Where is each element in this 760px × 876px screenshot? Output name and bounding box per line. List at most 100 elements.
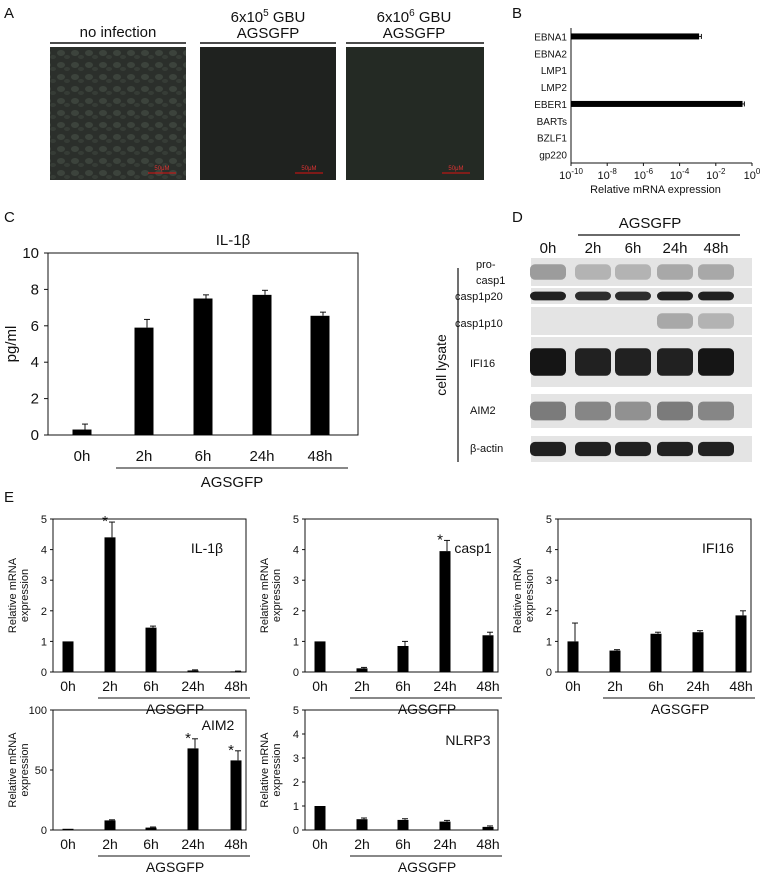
y-tick-label: 5	[293, 514, 299, 526]
category-label: EBNA2	[534, 49, 567, 60]
x-tick-label: 10-10	[559, 167, 583, 182]
y-tick-label: 2	[293, 606, 299, 618]
band-label: β-actin	[470, 443, 503, 455]
x-tick-label: 0h	[60, 678, 76, 694]
blot-band	[698, 264, 734, 280]
y-tick-label: 10	[22, 245, 39, 262]
y-tick-label: 100	[29, 705, 47, 717]
group-label: AGSGFP	[651, 701, 709, 717]
y-tick-label: 0	[293, 667, 299, 679]
bar-24h	[439, 821, 451, 830]
bar-48h	[310, 315, 330, 435]
x-tick-label: 24h	[249, 448, 274, 465]
blot-band	[615, 264, 651, 280]
y-tick-label: 50	[35, 765, 47, 777]
y-tick-label: 3	[293, 753, 299, 765]
bar-0h	[62, 828, 74, 830]
bar-6h	[650, 633, 662, 672]
blot-band	[615, 291, 651, 301]
scale-bar-label: 50μM	[154, 166, 169, 172]
band-label: pro-	[476, 259, 496, 271]
category-label: EBNA1	[534, 32, 567, 43]
y-tick-label: 4	[293, 729, 299, 741]
x-tick-label: 48h	[224, 678, 247, 694]
x-tick-label: 0h	[312, 836, 328, 852]
group-label: AGSGFP	[201, 474, 264, 491]
blot-band	[530, 401, 566, 421]
blot-band	[657, 348, 693, 376]
x-tick-label: 10-2	[706, 167, 726, 182]
bar-24h	[187, 748, 199, 830]
blot-band	[530, 348, 566, 376]
blot-band	[575, 348, 611, 376]
column-label-agsgfp: AGSGFP	[383, 25, 446, 42]
x-tick-label: 100	[744, 167, 760, 182]
band-label: AIM2	[470, 405, 496, 417]
x-tick-label: 48h	[476, 678, 499, 694]
group-label: AGSGFP	[398, 701, 456, 717]
x-tick-label: 0h	[74, 448, 91, 465]
blot-band	[657, 291, 693, 301]
blot-band	[575, 291, 611, 301]
significance-star: *	[185, 730, 191, 747]
group-label: AGSGFP	[146, 859, 204, 875]
x-tick-label: 2h	[102, 836, 118, 852]
micrograph-no-infection	[50, 47, 186, 180]
chart-casp1: casp1 0 1 2 3 4 5 Relative mRNA expression 0h 2h 6h…	[259, 514, 502, 717]
blot-header: AGSGFP	[619, 215, 682, 232]
panel-letter-c: C	[4, 209, 15, 226]
micrograph-6x10-5	[200, 47, 336, 180]
y-tick-label: 3	[293, 575, 299, 587]
y-axis-label: expression	[524, 569, 536, 622]
blot-band	[657, 441, 693, 457]
y-tick-label: 5	[41, 514, 47, 526]
y-tick-label: 0	[293, 825, 299, 837]
chart-title: IFI16	[702, 540, 734, 556]
x-tick-label: 6h	[143, 678, 159, 694]
x-tick-label: 2h	[136, 448, 153, 465]
panel-letter-b: B	[512, 5, 522, 22]
x-tick-label: 0h	[565, 678, 581, 694]
panel-c-chart: IL-1β 0 2 4 6 8 10 pg/ml 0h 2h 6h 24h 48h AGSGFP	[3, 232, 359, 491]
bar-24h	[439, 551, 451, 672]
y-tick-label: 2	[293, 777, 299, 789]
y-axis-label: Relative mRNA	[259, 557, 271, 633]
significance-star: *	[437, 531, 443, 548]
bar-2h	[356, 819, 368, 830]
bar-6h	[145, 627, 157, 672]
bar-6h	[397, 819, 409, 830]
band-label: casp1p20	[455, 291, 503, 303]
y-axis-label: expression	[271, 743, 283, 796]
blot-band	[698, 291, 734, 301]
column-label-6x10-6-gbu: 6x106 GBU	[377, 8, 452, 26]
x-tick-label: 24h	[686, 678, 709, 694]
blot-band	[657, 401, 693, 421]
x-tick-label: 6h	[195, 448, 212, 465]
y-tick-label: 0	[41, 825, 47, 837]
chart-il1: IL-1β 0 1 2 3 4 5 Relative mRNA expression 0h * 2h 6…	[7, 513, 250, 717]
x-tick-label: 10-4	[670, 167, 690, 182]
category-label: LMP2	[541, 83, 568, 94]
x-tick-label: 24h	[433, 678, 456, 694]
bar-6h	[397, 645, 409, 672]
y-tick-label: 6	[31, 318, 39, 335]
y-tick-label: 2	[546, 606, 552, 618]
x-tick-label: 2h	[607, 678, 623, 694]
blot-band	[530, 264, 566, 280]
chart-title: AIM2	[202, 717, 235, 733]
y-tick-label: 4	[293, 545, 299, 557]
panel-b-chart: EBNA1 EBNA2 LMP1 LMP2 EBER1 BARTs BZLF1 gp220 10…	[534, 28, 760, 196]
x-tick-label: 2h	[354, 836, 370, 852]
category-label: gp220	[539, 151, 567, 162]
lane-label-2h: 2h	[585, 240, 602, 257]
bar-24h	[692, 632, 704, 672]
blot-band	[530, 291, 566, 301]
bar-0h	[72, 429, 92, 435]
blot-band	[575, 441, 611, 457]
blot-band	[698, 348, 734, 376]
blot-band	[575, 401, 611, 421]
y-axis-label: Relative mRNA	[7, 732, 19, 808]
y-axis-label: pg/ml	[3, 326, 20, 363]
lane-label-0h: 0h	[540, 240, 557, 257]
bar-2h	[104, 537, 116, 672]
